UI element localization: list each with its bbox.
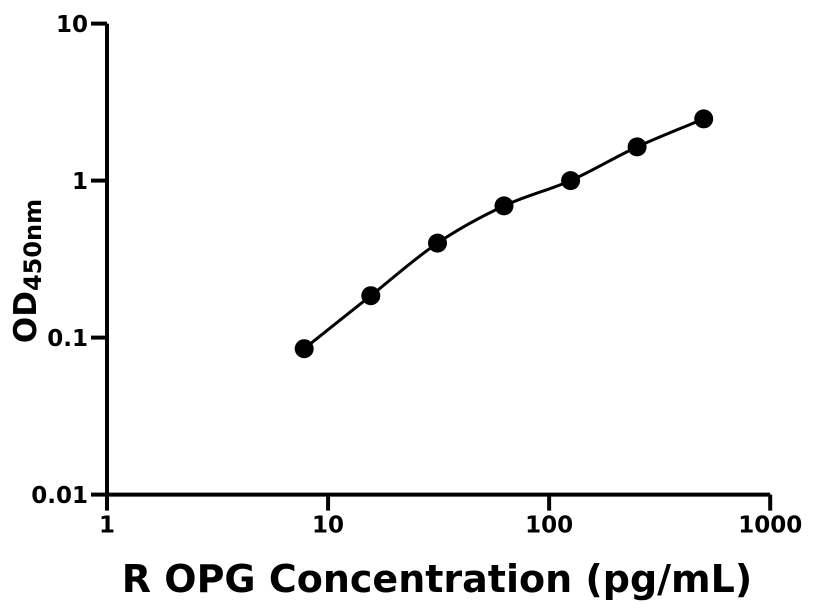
plot-area: [294, 109, 714, 359]
y-tick-label: 0.01: [31, 483, 88, 509]
x-tick-label: 10: [312, 513, 344, 539]
y-axis-title-main: OD: [8, 291, 44, 343]
data-point: [627, 137, 647, 157]
data-point: [294, 339, 314, 359]
y-tick-label: 0.1: [47, 326, 88, 352]
x-tick-label: 1000: [738, 513, 802, 539]
x-tick-label: 100: [525, 513, 573, 539]
x-tick-label: 1: [99, 513, 115, 539]
data-point: [361, 286, 381, 306]
x-axis-title: R OPG Concentration (pg/mL): [122, 557, 752, 601]
y-axis-title: OD450nm: [8, 199, 47, 343]
y-axis-title-subscript: 450nm: [19, 199, 47, 291]
y-tick-label: 1: [72, 169, 88, 195]
data-point: [694, 109, 714, 129]
axes: 1 10 100 1000 0.01 0.1 1 10: [31, 12, 802, 539]
y-tick-label: 10: [56, 12, 88, 38]
data-point: [561, 171, 581, 191]
data-point: [428, 233, 447, 253]
data-point: [494, 196, 514, 216]
